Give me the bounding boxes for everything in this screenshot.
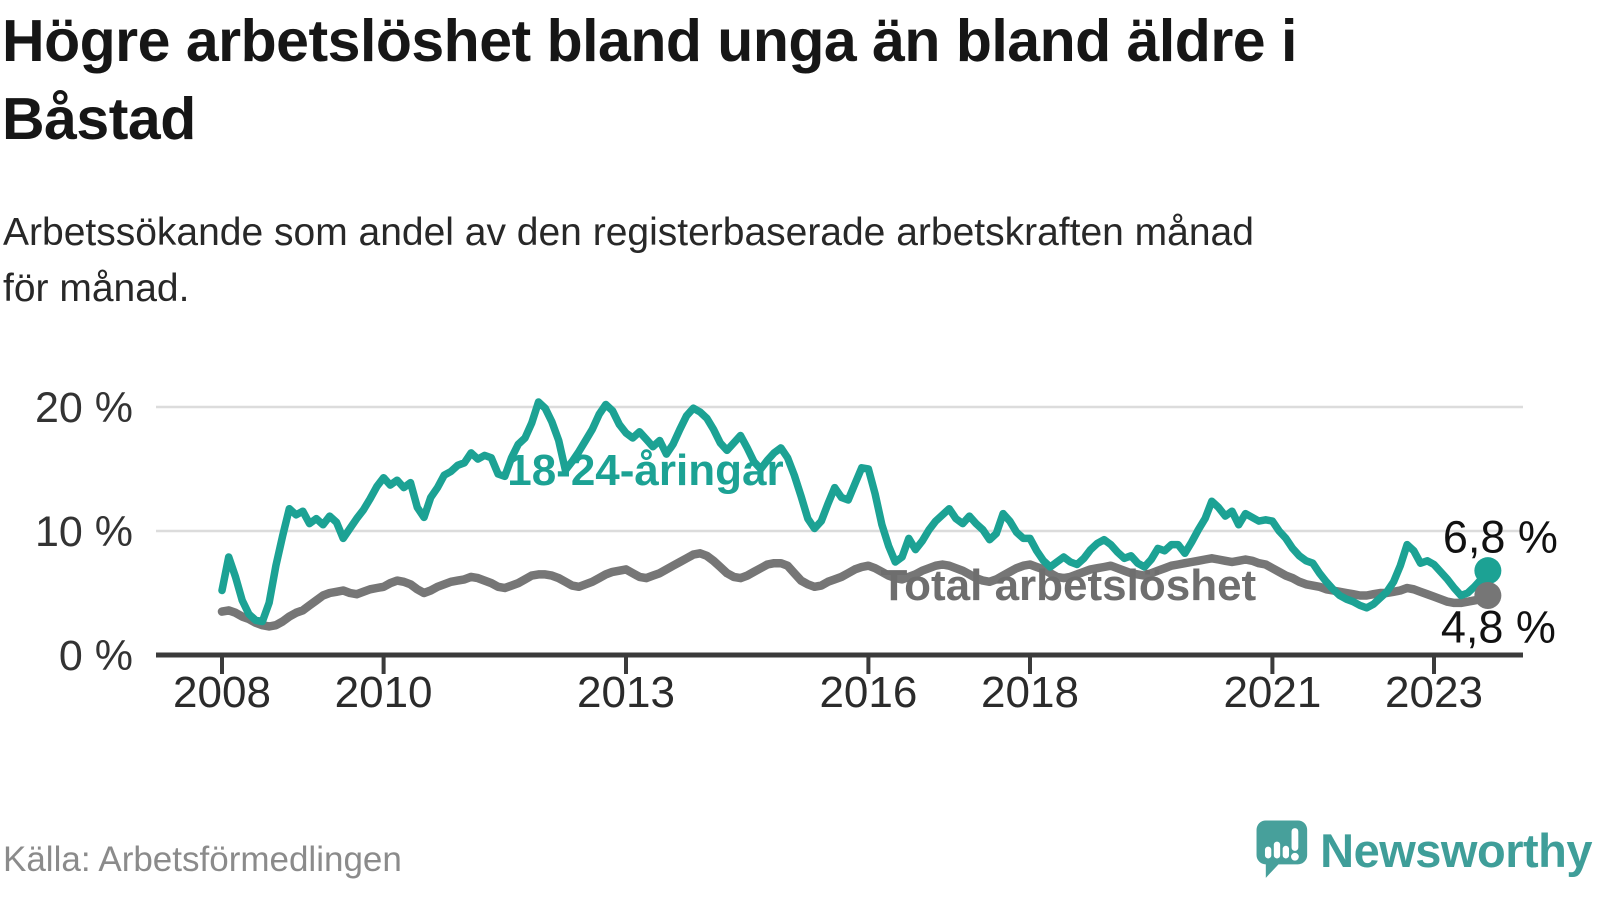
total-series-line (217, 549, 1493, 631)
y-axis-tick-label: 10 % (35, 508, 133, 556)
page-subtitle: Arbetssökande som andel av den registerb… (3, 211, 1254, 310)
total-end-value-label: 4,8 % (1441, 601, 1556, 652)
series-label: 18-24-åringar (507, 446, 783, 495)
series-label: Total arbetslöshet (881, 561, 1257, 610)
bar-icon-2 (1273, 841, 1281, 859)
exclamation-dot-icon (1291, 852, 1299, 861)
x-axis-tick-label: 2023 (1385, 668, 1483, 717)
y-axis-tick-label: 0 % (59, 632, 133, 680)
page-title: Högre arbetslöshet bland unga än bland ä… (2, 8, 1297, 152)
newsworthy-logo: Newsworthy (1254, 818, 1592, 882)
bar-icon-1 (1265, 846, 1272, 859)
speech-bubble-chart-icon (1256, 820, 1308, 878)
source-caption: Källa: Arbetsförmedlingen (3, 840, 402, 879)
youth-series-line (218, 398, 1492, 626)
speech-bubble-shape (1256, 820, 1308, 878)
youth-end-value-label: 6,8 % (1443, 512, 1558, 563)
bar-icon-3 (1282, 845, 1290, 859)
x-axis-tick-label: 2016 (819, 668, 917, 717)
x-axis-tick-label: 2018 (981, 668, 1079, 717)
exclamation-bar-icon (1291, 828, 1299, 851)
x-axis-tick-label: 2013 (577, 668, 675, 717)
y-axis-tick-label: 20 % (35, 384, 133, 432)
x-axis-tick-label: 2021 (1223, 668, 1321, 717)
x-axis-tick-label: 2010 (335, 668, 433, 717)
total-end-dot (1474, 581, 1502, 609)
youth-end-dot (1474, 557, 1502, 585)
x-axis-tick-label: 2008 (173, 668, 271, 717)
brand-name: Newsworthy (1320, 823, 1592, 877)
